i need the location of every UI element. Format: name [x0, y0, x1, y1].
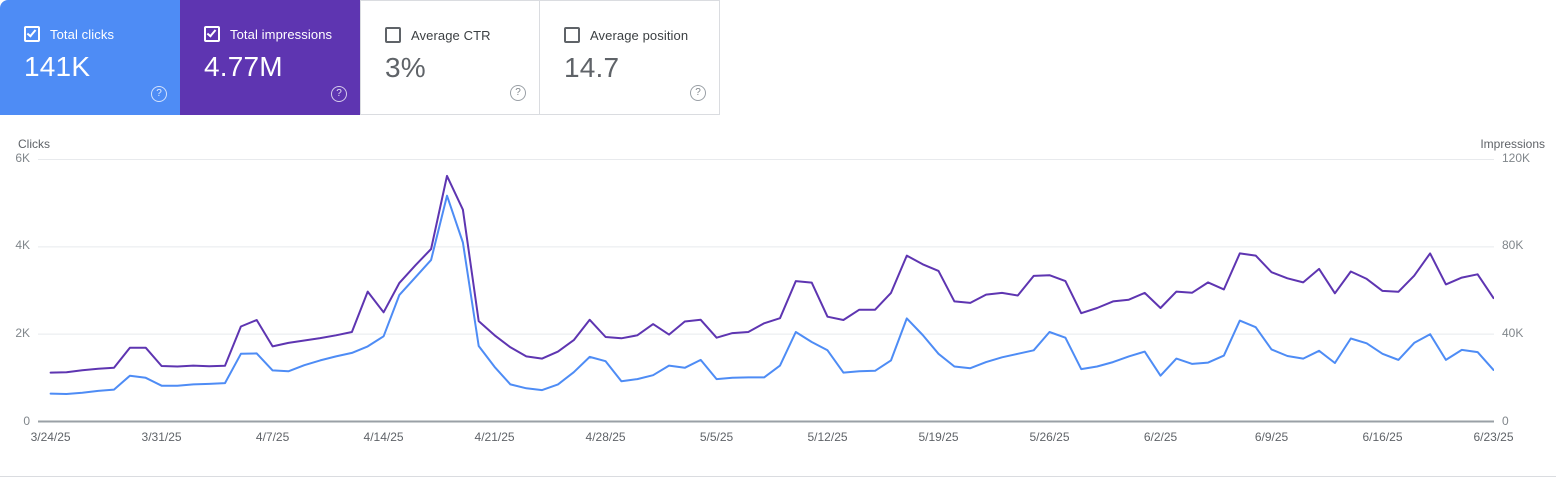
metric-cards: Total clicks 141K ? Total impressions 4.… — [0, 0, 720, 115]
card-total-clicks-header: Total clicks — [24, 26, 180, 42]
card-total-clicks[interactable]: Total clicks 141K ? — [0, 0, 180, 115]
left-axis-tick: 6K — [15, 151, 30, 165]
x-axis-label: 5/19/25 — [918, 430, 959, 444]
performance-chart: Clicks Impressions 6K 4K 2K 0 120K 80K 4… — [0, 137, 1556, 467]
x-axis-label: 6/2/25 — [1143, 430, 1178, 444]
card-total-impressions[interactable]: Total impressions 4.77M ? — [180, 0, 360, 115]
left-axis-tick: 4K — [15, 238, 30, 252]
x-axis-label: 5/12/25 — [807, 430, 848, 444]
right-axis-tick: 40K — [1502, 326, 1524, 340]
x-axis-label: 4/7/25 — [255, 430, 290, 444]
x-axis-label: 4/28/25 — [585, 430, 626, 444]
card-label: Total impressions — [230, 26, 333, 42]
x-axis-label: 5/5/25 — [699, 430, 734, 444]
left-axis-title: Clicks — [18, 137, 50, 151]
x-axis-label: 6/16/25 — [1362, 430, 1403, 444]
right-axis-tick: 0 — [1502, 414, 1509, 428]
card-value: 141K — [24, 51, 91, 82]
card-value: 14.7 — [564, 52, 620, 83]
card-total-impressions-header: Total impressions — [204, 26, 360, 42]
card-average-position-header: Average position — [564, 27, 719, 43]
series-line-total-impressions — [49, 174, 1494, 374]
x-axis-label: 5/26/25 — [1029, 430, 1070, 444]
help-icon[interactable]: ? — [510, 85, 526, 101]
x-axis-label: 3/31/25 — [141, 430, 182, 444]
checkbox-unchecked-icon[interactable] — [385, 27, 401, 43]
card-average-ctr-header: Average CTR — [385, 27, 539, 43]
x-axis-label: 3/24/25 — [30, 430, 71, 444]
help-icon[interactable]: ? — [151, 86, 167, 102]
card-value: 4.77M — [204, 51, 283, 82]
x-axis-label: 6/9/25 — [1254, 430, 1289, 444]
x-axis-label: 4/21/25 — [474, 430, 515, 444]
card-label: Average CTR — [411, 27, 491, 43]
right-axis-tick: 120K — [1502, 151, 1531, 165]
line-chart-plot[interactable] — [38, 158, 1494, 424]
help-icon[interactable]: ? — [331, 86, 347, 102]
x-axis-labels: 3/24/25 3/31/25 4/7/25 4/14/25 4/21/25 4/28/2… — [31, 430, 1514, 446]
left-axis-tick: 0 — [23, 414, 30, 428]
checkbox-checked-icon[interactable] — [24, 26, 40, 42]
checkbox-checked-icon[interactable] — [204, 26, 220, 42]
card-average-ctr[interactable]: Average CTR 3% ? — [360, 0, 540, 115]
card-label: Total clicks — [50, 26, 115, 42]
right-axis-tick: 80K — [1502, 238, 1524, 252]
x-axis-label: 6/23/25 — [1473, 430, 1514, 444]
series-line-total-clicks — [49, 194, 1494, 395]
card-label: Average position — [590, 27, 689, 43]
left-axis-tick: 2K — [15, 326, 30, 340]
x-axis-label: 4/14/25 — [363, 430, 404, 444]
right-axis-title: Impressions — [1480, 137, 1545, 151]
help-icon[interactable]: ? — [690, 85, 706, 101]
checkbox-unchecked-icon[interactable] — [564, 27, 580, 43]
card-value: 3% — [385, 52, 426, 83]
card-average-position[interactable]: Average position 14.7 ? — [540, 0, 720, 115]
